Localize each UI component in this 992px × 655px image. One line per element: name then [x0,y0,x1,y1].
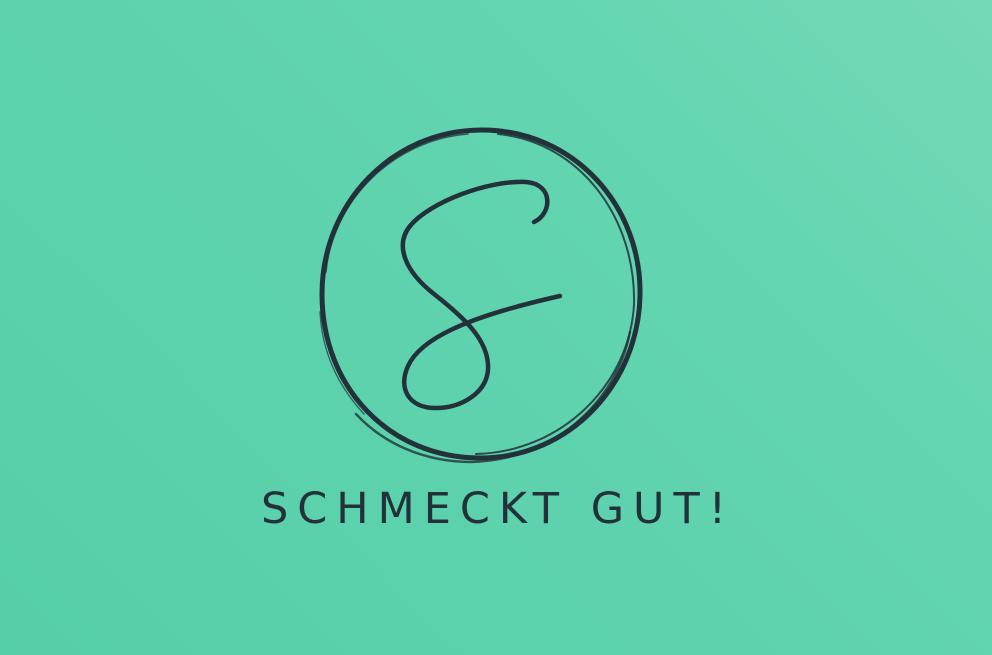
circle-stroke-brush-3 [325,133,469,273]
circle-stroke-brush-2 [354,330,632,464]
monogram-s-upper [400,179,563,411]
circle-stroke [319,127,643,461]
brand-name: SCHMECKT GUT! [260,484,736,534]
circle-monogram-s-icon [319,127,643,464]
circle-stroke-brush-4 [319,311,365,415]
circle-stroke-brush-1 [475,133,636,455]
